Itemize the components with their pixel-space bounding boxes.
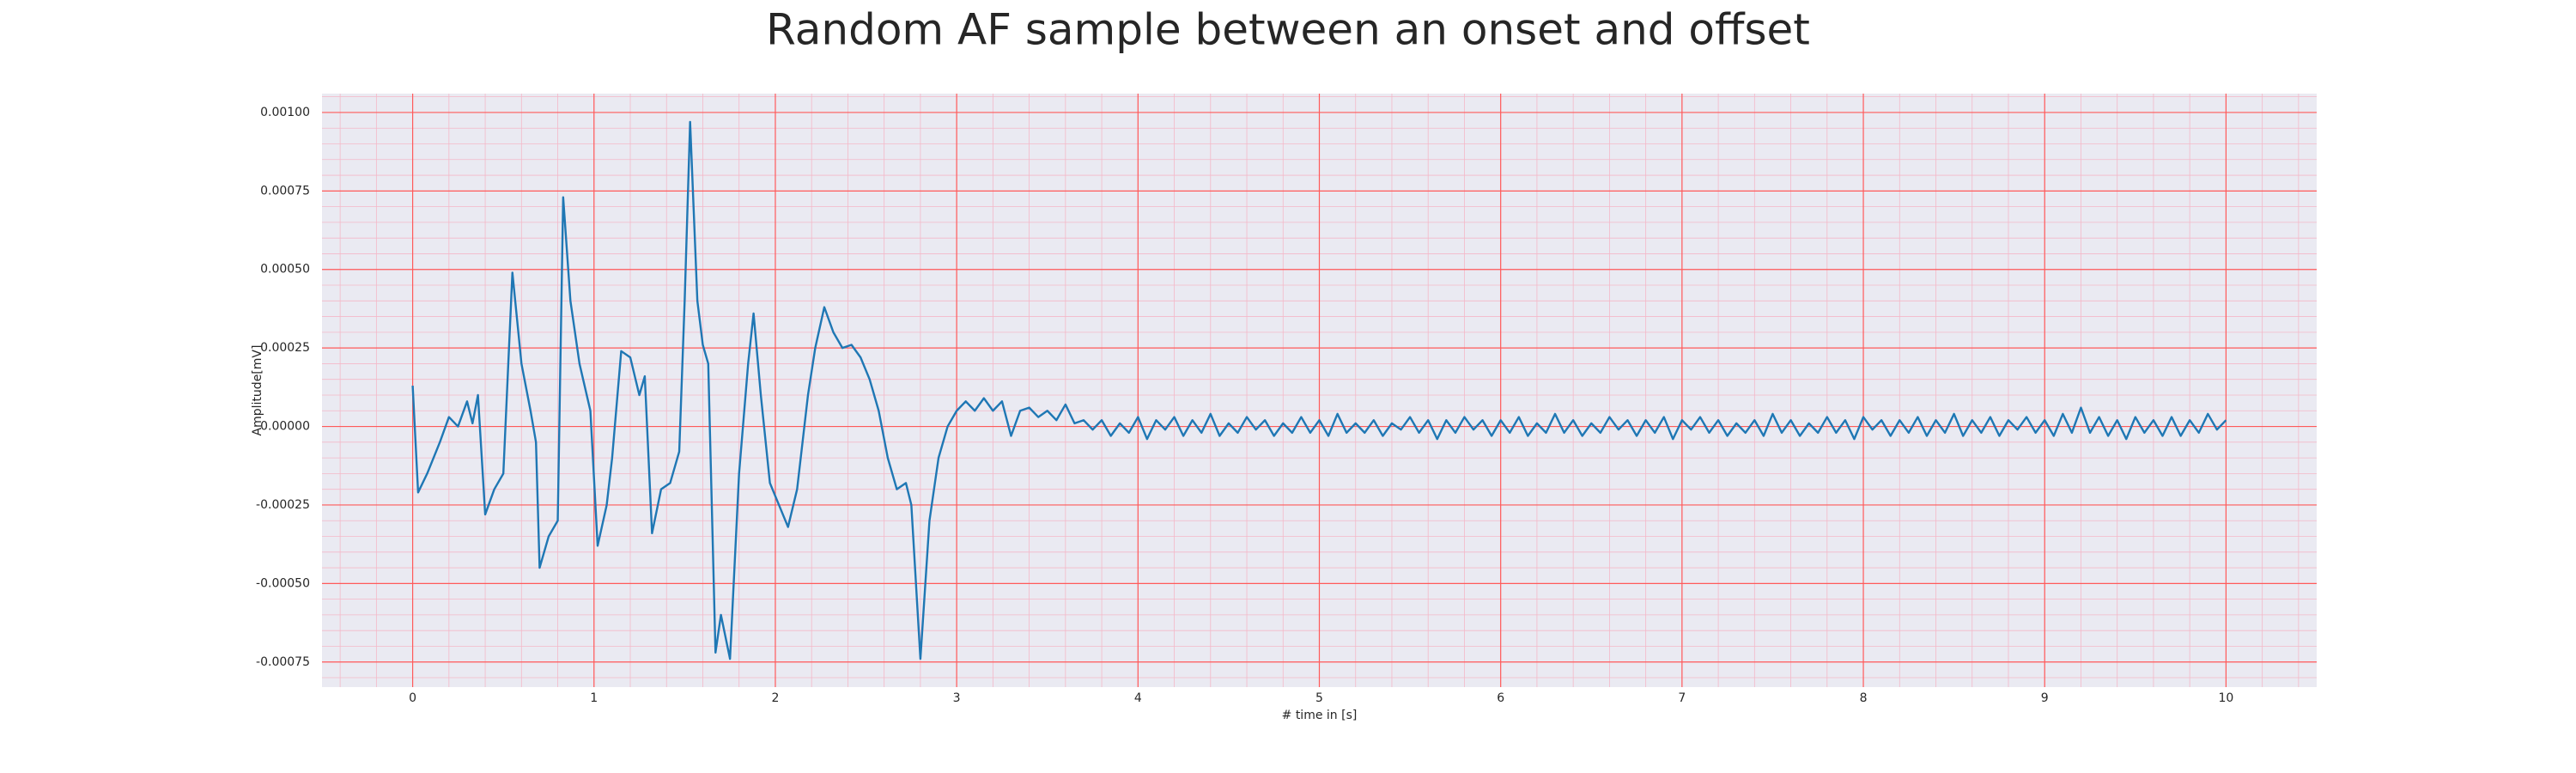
x-tick-label: 1 <box>590 691 598 705</box>
y-tick-label: 0.00050 <box>260 263 310 277</box>
x-tick-label: 2 <box>771 691 779 705</box>
x-tick-label: 8 <box>1860 691 1868 705</box>
x-axis-label: # time in [s] <box>1282 709 1358 722</box>
y-tick-label: 0.00000 <box>260 420 310 434</box>
y-tick-label: 0.00100 <box>260 106 310 119</box>
x-tick-label: 5 <box>1315 691 1323 705</box>
y-tick-label: 0.00075 <box>260 184 310 198</box>
x-tick-label: 6 <box>1497 691 1504 705</box>
x-tick-label: 7 <box>1678 691 1686 705</box>
x-tick-label: 10 <box>2218 691 2233 705</box>
y-axis-label: Amplitude[mV] <box>251 345 264 436</box>
y-tick-label: 0.00025 <box>260 341 310 355</box>
x-tick-label: 9 <box>2041 691 2049 705</box>
signal-line <box>411 120 2227 660</box>
x-tick-label: 0 <box>409 691 416 705</box>
y-tick-label: -0.00075 <box>256 655 310 669</box>
chart-title: Random AF sample between an onset and of… <box>766 5 1810 55</box>
y-tick-label: -0.00025 <box>256 498 310 512</box>
x-tick-label: 4 <box>1134 691 1142 705</box>
y-tick-label: -0.00050 <box>256 576 310 590</box>
x-tick-label: 3 <box>953 691 961 705</box>
